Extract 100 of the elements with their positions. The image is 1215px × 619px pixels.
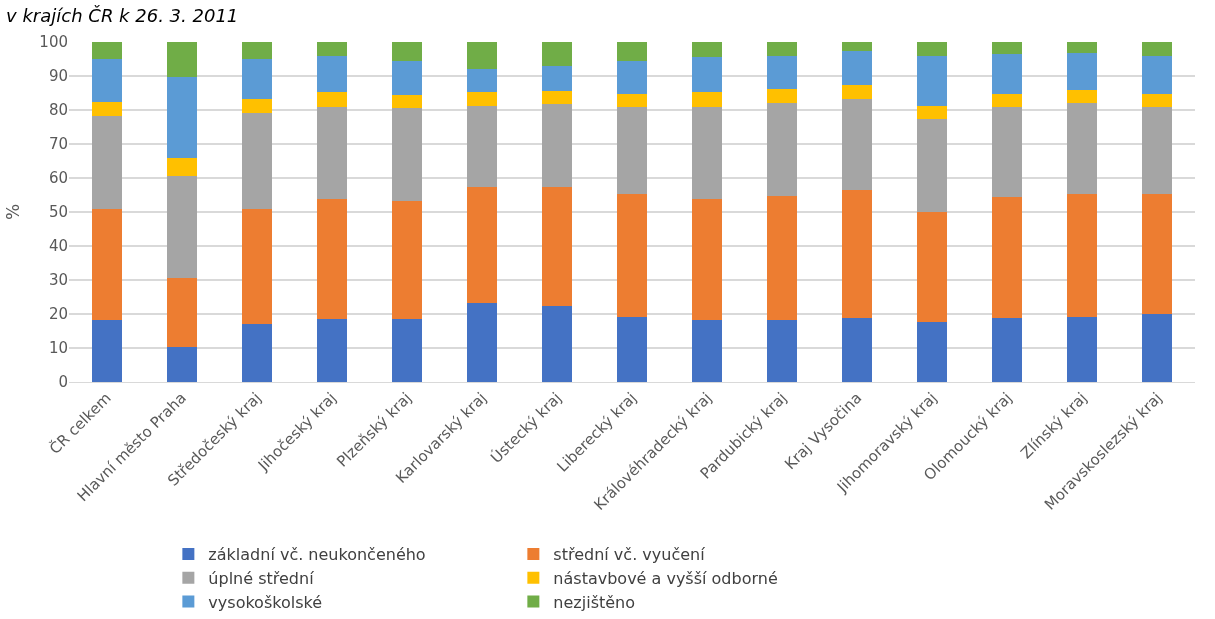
bar <box>1142 194 1173 314</box>
bar <box>391 42 422 62</box>
y-tick-label: 100 <box>39 33 68 52</box>
bar <box>1067 52 1098 91</box>
bar <box>992 197 1023 319</box>
bar <box>91 42 122 60</box>
y-tick-label: 90 <box>48 67 68 86</box>
bar <box>767 55 798 89</box>
bar <box>241 98 272 113</box>
bar <box>842 98 873 190</box>
bar <box>767 319 798 382</box>
bar <box>391 61 422 96</box>
bar <box>692 319 723 382</box>
bar <box>91 320 122 382</box>
bar <box>842 84 873 99</box>
chart-title: v krajích ČR k 26. 3. 2011 <box>6 4 239 26</box>
bar <box>917 118 948 212</box>
bar <box>1067 103 1098 195</box>
bar <box>316 319 347 382</box>
bar <box>1067 317 1098 382</box>
y-tick-label: 30 <box>48 271 68 290</box>
legend-label: úplné střední <box>208 568 315 588</box>
bar <box>466 42 497 69</box>
bar <box>541 42 572 66</box>
bar <box>316 199 347 320</box>
bar <box>391 95 422 108</box>
bar <box>466 105 497 187</box>
bar <box>917 105 948 119</box>
legend-label: nezjištěno <box>553 592 636 612</box>
bar <box>241 59 272 99</box>
bar <box>616 106 648 195</box>
bar <box>241 208 272 324</box>
legend-label: střední vč. vyučení <box>553 545 706 565</box>
legend-label: vysokoškolské <box>208 592 323 612</box>
bar <box>842 189 873 319</box>
bar <box>692 57 723 92</box>
bar <box>1067 194 1098 318</box>
y-tick-label: 50 <box>48 203 68 222</box>
bar <box>241 112 272 209</box>
y-tick-label: 60 <box>48 169 68 188</box>
bar <box>917 42 948 56</box>
bar <box>391 201 422 320</box>
bar <box>541 103 572 187</box>
legend-label: nástavbové a vyšší odborné <box>553 568 778 588</box>
bar <box>541 186 572 307</box>
bar <box>692 199 723 320</box>
bar <box>767 196 798 320</box>
bar <box>91 59 122 102</box>
bar <box>391 319 422 382</box>
bar <box>616 42 648 61</box>
bar <box>241 323 272 382</box>
bar <box>316 55 347 93</box>
bar <box>466 302 497 382</box>
bar <box>91 101 122 117</box>
legend-label: základní vč. neukončeného <box>208 545 426 565</box>
bar <box>616 60 648 94</box>
bar <box>166 346 197 382</box>
y-tick-label: 0 <box>58 373 68 392</box>
bar <box>166 175 197 279</box>
bar <box>1142 42 1173 56</box>
bar <box>166 77 197 159</box>
y-tick-label: 70 <box>48 135 68 154</box>
bar <box>842 51 873 85</box>
bar <box>616 194 648 318</box>
bar <box>767 103 798 197</box>
bar <box>316 92 347 107</box>
bar <box>616 317 648 382</box>
bar <box>692 106 723 200</box>
bar <box>466 92 497 106</box>
bar <box>91 208 122 321</box>
bar <box>767 88 798 104</box>
bar <box>316 106 347 200</box>
bar <box>992 93 1023 107</box>
bar <box>992 106 1023 198</box>
bar <box>917 321 948 382</box>
bar <box>1142 93 1173 107</box>
bar <box>917 55 948 106</box>
bar <box>767 42 798 56</box>
bar <box>466 68 497 93</box>
bar <box>842 42 873 52</box>
bar <box>541 306 572 382</box>
bar <box>692 91 723 107</box>
bar <box>1067 90 1098 104</box>
bar <box>241 42 272 60</box>
bar <box>541 90 572 104</box>
bar <box>917 211 948 322</box>
y-tick-label: 10 <box>48 339 68 358</box>
bar <box>541 65 572 91</box>
bar <box>1067 42 1098 53</box>
bar <box>692 42 723 58</box>
bar <box>1142 313 1173 382</box>
bar <box>166 278 197 347</box>
bar <box>466 186 497 303</box>
bar <box>166 158 197 176</box>
bar <box>842 318 873 382</box>
bar <box>1142 106 1173 195</box>
bar <box>91 116 122 209</box>
bar <box>391 107 422 202</box>
y-tick-label: 80 <box>48 101 68 120</box>
bar <box>992 318 1023 382</box>
